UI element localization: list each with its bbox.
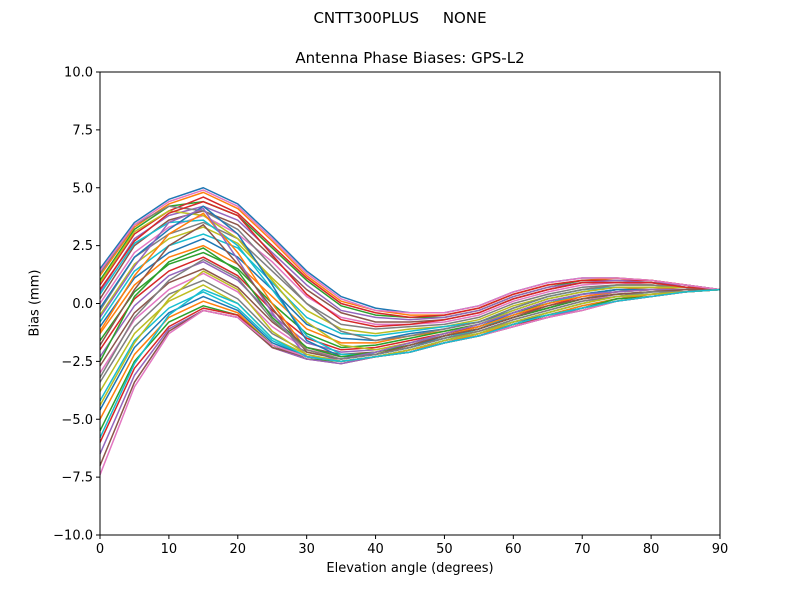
y-tick-label: −10.0 — [53, 529, 93, 544]
figure-suptitle: CNTT300PLUS NONE — [0, 9, 800, 27]
x-tick-label: 60 — [505, 542, 522, 557]
x-axis-label: Elevation angle (degrees) — [326, 561, 494, 576]
x-tick-label: 70 — [574, 542, 591, 557]
chart-title: Antenna Phase Biases: GPS-L2 — [295, 49, 525, 67]
y-tick-label: −7.5 — [61, 471, 93, 486]
series-line-39 — [99, 270, 721, 406]
series-line-32 — [99, 212, 720, 360]
series-line-35 — [99, 207, 720, 360]
series-line-28 — [99, 205, 721, 342]
y-axis-ticks: −10.0 −7.5 −5.0 −2.5 0.0 2.5 5.0 7.5 10.0 — [53, 66, 100, 544]
y-tick-label: −5.0 — [61, 413, 93, 428]
y-tick-label: −2.5 — [61, 355, 93, 370]
y-tick-label: 0.0 — [72, 297, 93, 312]
series-line-40 — [99, 288, 721, 439]
suptitle-antenna: CNTT300PLUS — [313, 9, 419, 27]
series-line-34 — [99, 200, 721, 328]
series-line-37 — [99, 189, 721, 314]
x-tick-label: 10 — [161, 542, 178, 557]
y-tick-label: 5.0 — [72, 181, 93, 196]
series-line-5 — [99, 205, 721, 321]
x-tick-label: 80 — [643, 542, 660, 557]
series-line-23 — [99, 288, 721, 432]
x-tick-label: 90 — [712, 542, 729, 557]
series-layer — [99, 187, 721, 476]
x-tick-label: 40 — [367, 542, 384, 557]
x-tick-label: 30 — [298, 542, 315, 557]
x-tick-label: 20 — [230, 542, 247, 557]
series-line-38 — [99, 258, 721, 378]
x-axis-ticks: 0 10 20 30 40 50 60 70 80 90 — [96, 535, 728, 557]
x-tick-label: 0 — [96, 542, 104, 557]
y-tick-label: 10.0 — [64, 66, 93, 81]
series-line-26 — [99, 288, 721, 466]
y-tick-label: 2.5 — [72, 239, 93, 254]
suptitle-radome: NONE — [442, 9, 487, 27]
series-line-22 — [99, 288, 721, 420]
axes-frame — [99, 71, 721, 536]
series-line-36 — [99, 224, 720, 360]
y-axis-label: Bias (mm) — [27, 269, 43, 337]
y-tick-label: 7.5 — [72, 123, 93, 138]
x-tick-label: 50 — [436, 542, 453, 557]
